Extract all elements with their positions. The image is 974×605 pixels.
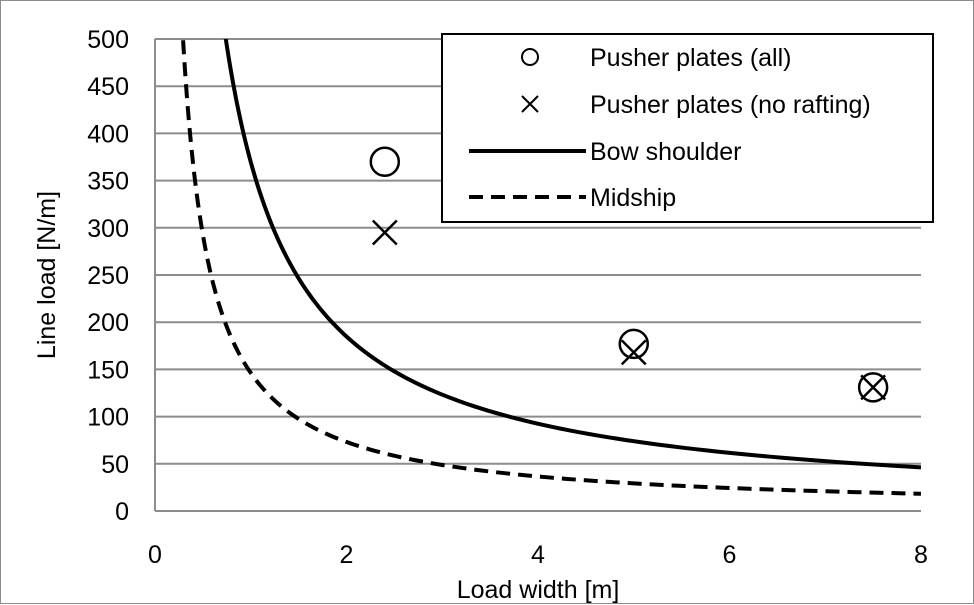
legend-circle-icon (521, 48, 539, 66)
pusher-plates-all-point (369, 146, 401, 177)
y-tick-label: 250 (87, 262, 129, 290)
midship-curve (181, 39, 921, 496)
legend-x-icon (521, 95, 539, 113)
x-axis-title: Load width [m] (457, 576, 620, 604)
y-tick-label: 350 (87, 168, 129, 196)
pusher-plates-no-rafting-point (860, 374, 887, 401)
legend-label: Bow shoulder (590, 138, 741, 166)
pusher-plates-no-rafting-point (371, 219, 398, 246)
pusher-plates-all-point (857, 372, 889, 403)
legend-box (441, 33, 934, 223)
y-tick-label: 400 (87, 120, 129, 148)
y-tick-label: 450 (87, 73, 129, 101)
x-tick-label: 2 (340, 541, 354, 569)
legend-label: Pusher plates (no rafting) (590, 91, 871, 119)
y-axis-title: Line load [N/m] (33, 191, 61, 359)
x-tick-label: 4 (531, 541, 545, 569)
y-tick-label: 100 (87, 404, 129, 432)
pusher-plates-no-rafting-point (620, 339, 647, 366)
y-tick-label: 50 (101, 451, 129, 479)
y-tick-label: 500 (87, 26, 129, 54)
y-tick-label: 200 (87, 309, 129, 337)
pusher-plates-all-point (618, 328, 649, 360)
legend-label: Midship (590, 184, 676, 212)
y-tick-label: 0 (115, 498, 129, 526)
y-tick-label: 300 (87, 215, 129, 243)
bow-shoulder-curve (223, 39, 921, 470)
legend-label: Pusher plates (all) (590, 44, 791, 72)
x-tick-label: 8 (914, 541, 928, 569)
x-tick-label: 6 (723, 541, 737, 569)
x-tick-label: 0 (148, 541, 162, 569)
y-tick-label: 150 (87, 356, 129, 384)
